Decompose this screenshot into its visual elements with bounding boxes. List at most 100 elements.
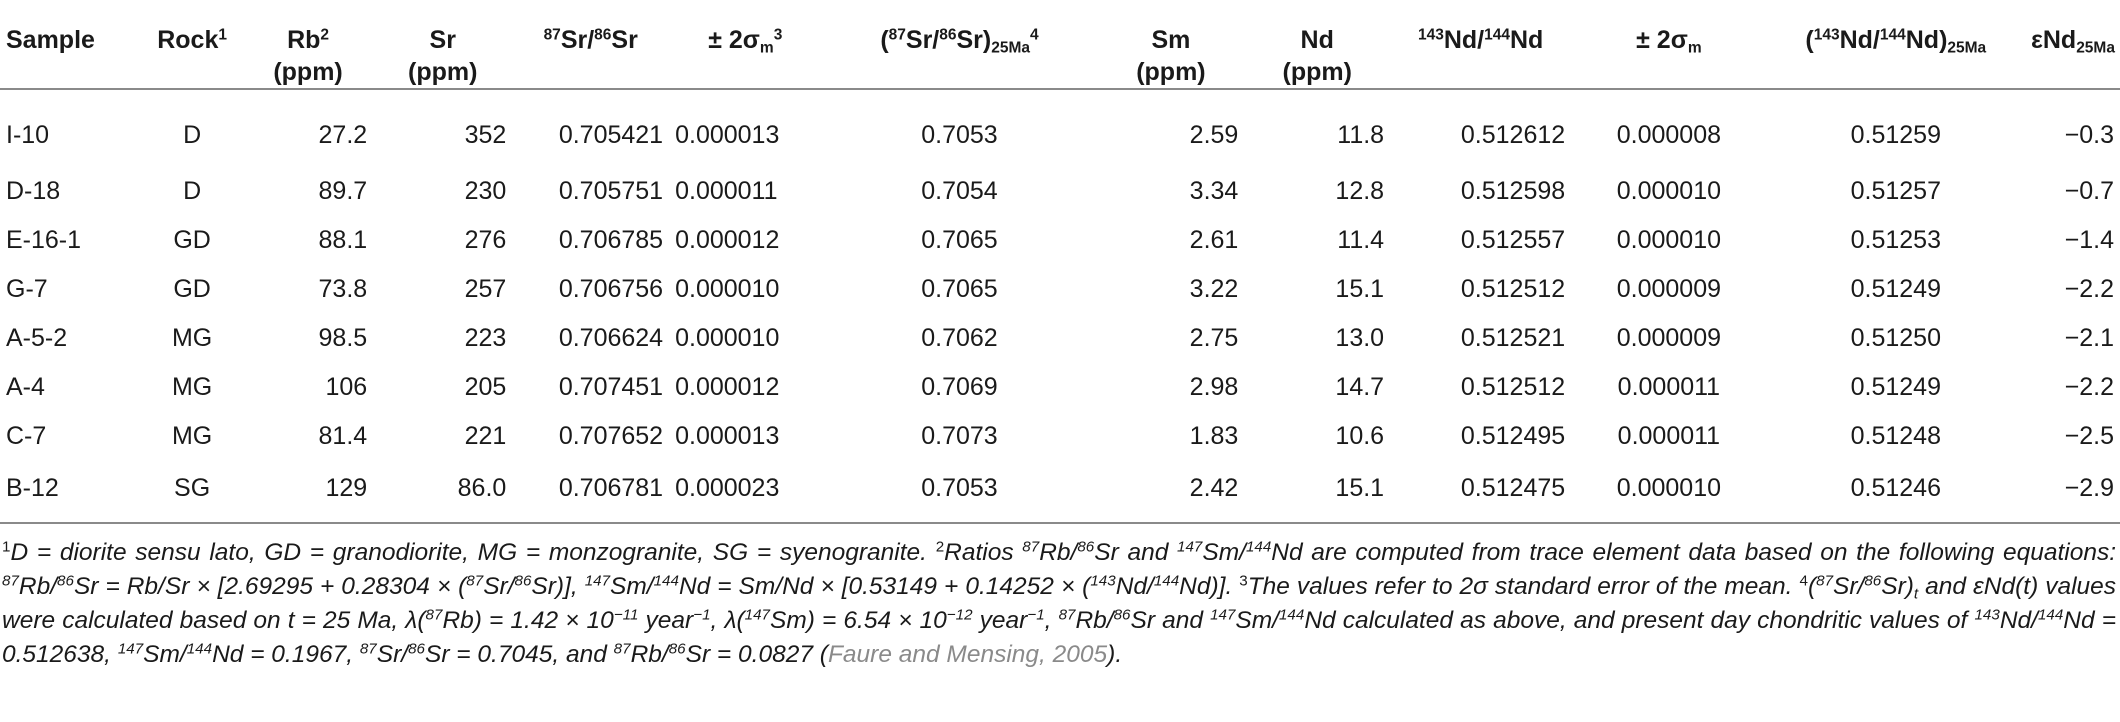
cell-nd-initial: 0.51249 xyxy=(1850,275,1941,303)
col-header-sr: Sr (ppm) xyxy=(408,26,478,86)
cell-sm: 2.59 xyxy=(1189,121,1239,149)
cell-sr-ratio: 0.705421 xyxy=(558,121,664,149)
cell-nd: 15.1 xyxy=(1335,474,1385,502)
table-row: E-16-1 GD 88.1 276 0.706785 0.000012 0.7065 2.6… xyxy=(0,216,2120,265)
cell-epsilon-nd: −2.2 xyxy=(2064,373,2114,401)
col-header-nd: Nd (ppm) xyxy=(1282,26,1352,86)
cell-rock: SG xyxy=(174,474,211,502)
header-row: Sample Rock1 Rb2 (ppm) Sr (ppm) 87Sr/86Sr … xyxy=(0,6,2120,89)
cell-sm: 2.61 xyxy=(1189,226,1239,254)
cell-rb: 88.1 xyxy=(318,226,368,254)
cell-nd-ratio: 0.512512 xyxy=(1460,275,1566,303)
cell-nd-error: 0.000010 xyxy=(1616,474,1722,502)
cell-sr-initial: 0.7065 xyxy=(921,226,998,254)
col-header-rock: Rock1 xyxy=(157,26,227,54)
isotope-data-table: Sample Rock1 Rb2 (ppm) Sr (ppm) 87Sr/86Sr … xyxy=(0,6,2120,524)
col-header-sm: Sm (ppm) xyxy=(1136,26,1206,86)
cell-sample: B-12 xyxy=(6,474,59,502)
cell-sr-ratio: 0.707652 xyxy=(558,422,664,450)
cell-nd-error: 0.000010 xyxy=(1616,177,1722,205)
col-header-sample: Sample xyxy=(6,26,95,54)
cell-nd-initial: 0.51249 xyxy=(1850,373,1941,401)
cell-epsilon-nd: −0.7 xyxy=(2064,177,2114,205)
cell-sr-error: 0.000013 xyxy=(675,121,780,149)
cell-nd-initial: 0.51250 xyxy=(1850,324,1941,352)
cell-nd-ratio: 0.512557 xyxy=(1460,226,1566,254)
cell-sr-ratio: 0.707451 xyxy=(558,373,664,401)
cell-sample: E-16-1 xyxy=(6,226,82,254)
cell-sr: 205 xyxy=(464,373,507,401)
cell-epsilon-nd: −1.4 xyxy=(2064,226,2114,254)
cell-rb: 129 xyxy=(325,474,368,502)
cell-nd: 13.0 xyxy=(1335,324,1385,352)
table-row: I-10 D 27.2 352 0.705421 0.000013 0.7053 2.59 11… xyxy=(0,89,2120,167)
cell-sm: 3.22 xyxy=(1189,275,1239,303)
cell-sr: 352 xyxy=(464,121,507,149)
cell-rb: 27.2 xyxy=(318,121,368,149)
cell-nd-initial: 0.51248 xyxy=(1850,422,1941,450)
col-header-rb: Rb2 (ppm) xyxy=(273,26,343,86)
col-header-sr-error: ± 2σm3 xyxy=(708,26,783,57)
cell-sr-error: 0.000012 xyxy=(675,373,780,401)
cell-rock: GD xyxy=(173,275,211,303)
cell-sm: 2.75 xyxy=(1189,324,1239,352)
cell-nd-error: 0.000011 xyxy=(1617,422,1721,450)
cell-epsilon-nd: −0.3 xyxy=(2064,121,2114,149)
footnote-4: 4(87Sr/86Sr)t and εNd(t) values were cal… xyxy=(2,572,2117,668)
table-row: B-12 SG 129 86.0 0.706781 0.000023 0.7053 2.42 1… xyxy=(0,461,2120,523)
cell-nd-initial: 0.51257 xyxy=(1850,177,1941,205)
cell-sr-error: 0.000013 xyxy=(675,422,780,450)
cell-nd-ratio: 0.512612 xyxy=(1460,121,1566,149)
col-header-nd-ratio: 143Nd/144Nd xyxy=(1417,26,1544,54)
cell-nd-error: 0.000009 xyxy=(1616,324,1722,352)
cell-nd: 11.8 xyxy=(1337,121,1385,149)
cell-epsilon-nd: −2.1 xyxy=(2064,324,2114,352)
cell-sr-ratio: 0.705751 xyxy=(558,177,664,205)
table-row: C-7 MG 81.4 221 0.707652 0.000013 0.7073 1.83 10… xyxy=(0,412,2120,461)
table-row: A-4 MG 106 205 0.707451 0.000012 0.7069 2.98 14.… xyxy=(0,363,2120,412)
cell-nd-error: 0.000008 xyxy=(1616,121,1722,149)
cell-sample: I-10 xyxy=(6,121,50,149)
cell-nd-initial: 0.51246 xyxy=(1850,474,1941,502)
cell-sm: 3.34 xyxy=(1189,177,1239,205)
cell-sr-error: 0.000010 xyxy=(675,275,780,303)
cell-sr-ratio: 0.706781 xyxy=(558,474,664,502)
cell-sr-initial: 0.7053 xyxy=(921,474,998,502)
cell-nd-ratio: 0.512521 xyxy=(1460,324,1566,352)
cell-rb: 106 xyxy=(325,373,368,401)
cell-rock: MG xyxy=(171,324,213,352)
cell-sr-initial: 0.7065 xyxy=(921,275,998,303)
col-header-epsilon-nd: εNd25Ma xyxy=(2030,26,2115,57)
cell-rb: 89.7 xyxy=(318,177,368,205)
table-row: A-5-2 MG 98.5 223 0.706624 0.000010 0.7062 2.75… xyxy=(0,314,2120,363)
cell-sr-initial: 0.7073 xyxy=(921,422,998,450)
cell-rock: MG xyxy=(171,373,213,401)
col-header-sr-ratio: 87Sr/86Sr xyxy=(543,26,638,54)
cell-sample: A-5-2 xyxy=(6,324,68,352)
cell-sr: 86.0 xyxy=(457,474,507,502)
cell-sr: 223 xyxy=(464,324,507,352)
cell-sr-ratio: 0.706785 xyxy=(558,226,664,254)
cell-sr-initial: 0.7054 xyxy=(921,177,998,205)
footnote-3: 3The values refer to 2σ standard error o… xyxy=(1239,572,1793,600)
cell-sr-error: 0.000012 xyxy=(675,226,780,254)
cell-sample: G-7 xyxy=(6,275,48,303)
col-header-sr-initial: (87Sr/86Sr)25Ma4 xyxy=(880,26,1039,57)
cell-sample: A-4 xyxy=(6,373,45,401)
footnote-2: 2Ratios 87Rb/86Sr and 147Sm/144Nd are co… xyxy=(2,538,2117,600)
cell-sample: D-18 xyxy=(6,177,61,205)
cell-rock: MG xyxy=(171,422,213,450)
cell-nd: 15.1 xyxy=(1335,275,1385,303)
cell-rb: 81.4 xyxy=(318,422,368,450)
cell-nd: 10.6 xyxy=(1335,422,1385,450)
col-header-nd-error: ± 2σm xyxy=(1636,26,1702,57)
cell-nd-error: 0.000011 xyxy=(1617,373,1721,401)
cell-nd-ratio: 0.512598 xyxy=(1460,177,1566,205)
reference-link[interactable]: Faure and Mensing, 2005 xyxy=(827,641,1108,668)
cell-sr-ratio: 0.706624 xyxy=(558,324,664,352)
cell-nd-error: 0.000010 xyxy=(1616,226,1722,254)
cell-nd: 14.7 xyxy=(1335,373,1385,401)
cell-sr-error: 0.000023 xyxy=(675,474,780,502)
cell-nd-error: 0.000009 xyxy=(1616,275,1722,303)
